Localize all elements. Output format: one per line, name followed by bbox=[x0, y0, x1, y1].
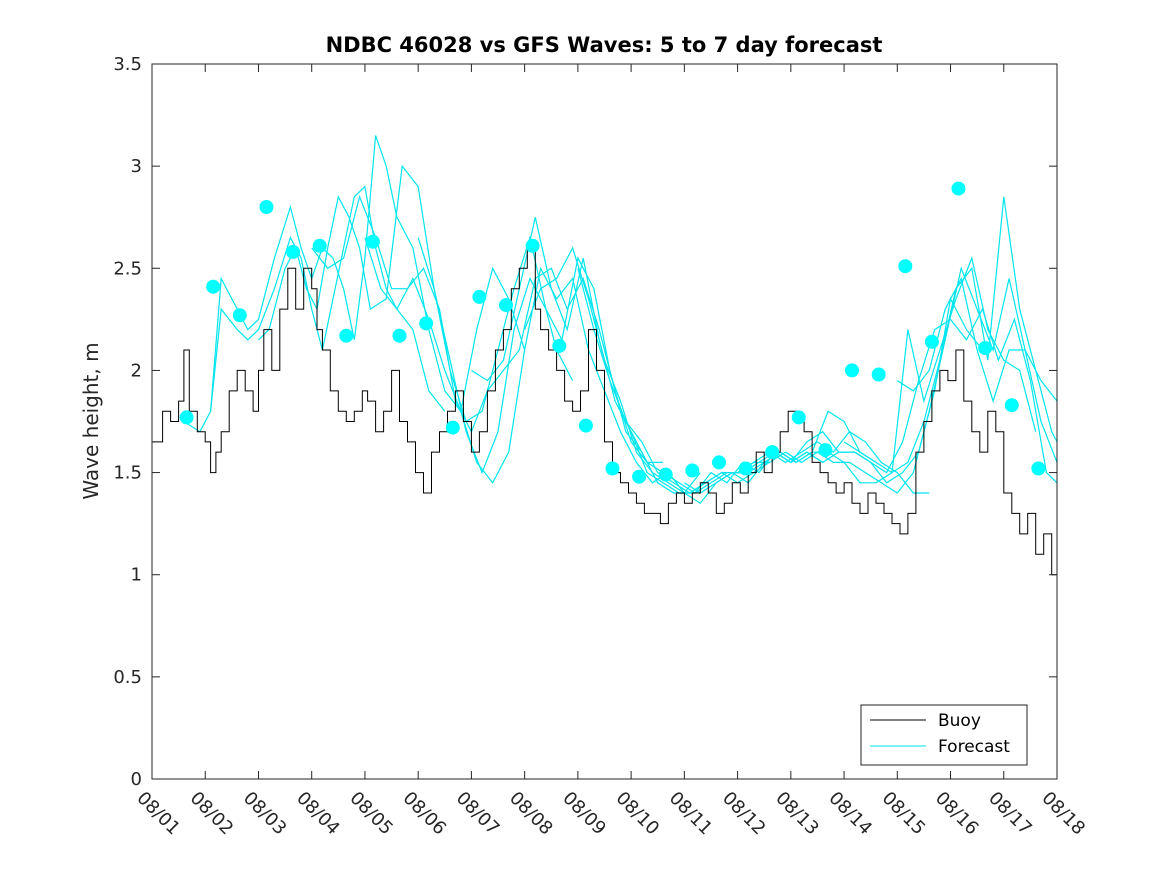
y-axis-ticks: 0 0.5 1 1.5 2 2.5 3 3.5 bbox=[113, 54, 1057, 790]
forecast-marker bbox=[1031, 461, 1046, 476]
forecast-marker bbox=[419, 316, 434, 331]
forecast-series-line bbox=[896, 276, 1057, 463]
forecast-marker bbox=[552, 338, 567, 353]
forecast-marker bbox=[232, 308, 247, 323]
forecast-marker bbox=[632, 469, 647, 484]
y-tick-label: 0.5 bbox=[113, 667, 142, 688]
forecast-marker bbox=[392, 328, 407, 343]
y-tick-label: 2.5 bbox=[113, 258, 142, 279]
forecast-series-line bbox=[258, 164, 574, 423]
forecast-marker bbox=[499, 298, 513, 313]
forecast-marker bbox=[312, 238, 327, 253]
legend-label-forecast: Forecast bbox=[938, 737, 1010, 757]
legend: Buoy Forecast bbox=[860, 704, 1028, 766]
forecast-marker bbox=[845, 363, 859, 378]
forecast-marker bbox=[1004, 398, 1019, 413]
forecast-marker bbox=[898, 259, 913, 274]
forecast-marker bbox=[871, 367, 886, 382]
forecast-marker bbox=[179, 410, 194, 425]
forecast-series-line bbox=[790, 307, 1057, 484]
forecast-marker bbox=[978, 341, 993, 355]
forecast-marker bbox=[605, 461, 620, 476]
forecast-marker bbox=[286, 244, 301, 259]
forecast-series-line bbox=[524, 246, 877, 504]
forecast-marker bbox=[738, 461, 753, 476]
forecast-marker bbox=[685, 463, 700, 478]
y-tick-label: 3.5 bbox=[113, 54, 142, 75]
y-tick-label: 1.5 bbox=[113, 463, 142, 484]
forecast-markers bbox=[179, 181, 1046, 484]
forecast-marker bbox=[951, 181, 966, 196]
y-axis-label: Wave height, m bbox=[79, 342, 103, 499]
axes-box bbox=[151, 63, 1058, 780]
forecast-marker bbox=[339, 328, 354, 343]
forecast-marker bbox=[924, 334, 939, 349]
y-tick-label: 3 bbox=[131, 156, 142, 177]
forecast-marker bbox=[791, 410, 806, 425]
forecast-marker bbox=[365, 234, 380, 249]
forecast-marker bbox=[658, 467, 673, 482]
forecast-marker bbox=[818, 443, 833, 458]
forecast-marker bbox=[472, 289, 487, 304]
chart-title: NDBC 46028 vs GFS Waves: 5 to 7 day fore… bbox=[326, 33, 883, 57]
buoy-series-line bbox=[152, 247, 1057, 576]
y-tick-label: 2 bbox=[131, 360, 142, 381]
forecast-series-line bbox=[737, 266, 1057, 494]
forecast-marker bbox=[259, 200, 274, 214]
forecast-marker bbox=[765, 445, 780, 460]
y-tick-label: 0 bbox=[131, 769, 142, 790]
legend-box bbox=[860, 704, 1028, 766]
forecast-marker bbox=[578, 418, 593, 433]
forecast-marker bbox=[206, 279, 221, 294]
forecast-marker bbox=[525, 238, 540, 253]
forecast-marker bbox=[712, 455, 726, 470]
y-tick-label: 1 bbox=[131, 565, 142, 586]
forecast-marker bbox=[445, 420, 460, 435]
buoy-line-group bbox=[152, 247, 1057, 576]
legend-label-buoy: Buoy bbox=[938, 711, 981, 731]
